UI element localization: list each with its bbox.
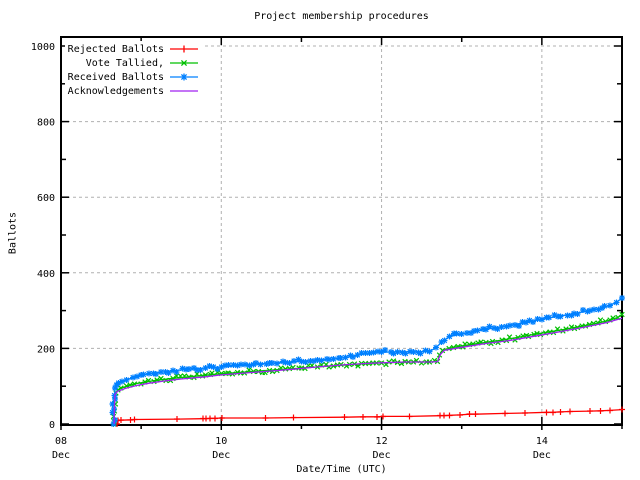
y-tick-label: 400 <box>37 269 55 280</box>
legend-label: Vote Tallied, <box>85 57 164 69</box>
legend-label: Acknowledgements <box>67 85 164 97</box>
legend-item-acknowledgements: Acknowledgements <box>67 84 200 98</box>
axis-ticks <box>60 38 623 430</box>
x-tick-label: 14 <box>536 436 548 447</box>
x-tick-label: 10 <box>215 436 227 447</box>
series-line-3 <box>113 317 623 425</box>
legend-sample-stroke <box>170 59 198 67</box>
y-tick-label: 800 <box>37 118 55 129</box>
series-line-0 <box>116 408 623 425</box>
chart-title: Project membership procedures <box>254 11 429 22</box>
x-tick-label: Dec <box>373 450 391 461</box>
series-markers-2 <box>109 295 625 427</box>
legend-sample-line-icon <box>170 73 198 81</box>
legend: Rejected Ballots Vote Tallied, Received … <box>65 41 202 99</box>
y-tick-label: 1000 <box>31 42 55 53</box>
y-tick-label: 600 <box>37 193 55 204</box>
series-markers-0 <box>114 406 625 427</box>
x-tick-label: Dec <box>212 450 230 461</box>
legend-sample-line-icon <box>170 45 198 53</box>
x-axis-label: Date/Time (UTC) <box>296 464 387 475</box>
legend-item-rejected-ballots: Rejected Ballots <box>67 42 200 56</box>
x-tick-label: Dec <box>52 450 70 461</box>
y-axis-label: Ballots <box>7 211 19 255</box>
y-tick-label: 200 <box>37 344 55 355</box>
legend-sample-stroke <box>170 73 198 81</box>
grid <box>61 37 622 425</box>
legend-item-vote-tallied: Vote Tallied, <box>67 56 200 70</box>
x-tick-label: 12 <box>376 436 388 447</box>
plot-border <box>60 36 623 426</box>
legend-sample-stroke <box>170 45 198 53</box>
legend-sample-line-icon <box>170 59 198 67</box>
legend-label: Received Ballots <box>67 71 164 83</box>
x-tick-label: 08 <box>55 436 67 447</box>
legend-label: Rejected Ballots <box>67 43 164 55</box>
y-tick-label: 0 <box>49 420 55 431</box>
tick-labels: 0 200 400 600 800 1000 08 Dec 10 Dec 12 Dec 14 Dec <box>31 42 551 461</box>
x-tick-label: Dec <box>533 450 551 461</box>
legend-sample-line-icon <box>170 90 198 92</box>
legend-item-received-ballots: Received Ballots <box>67 70 200 84</box>
